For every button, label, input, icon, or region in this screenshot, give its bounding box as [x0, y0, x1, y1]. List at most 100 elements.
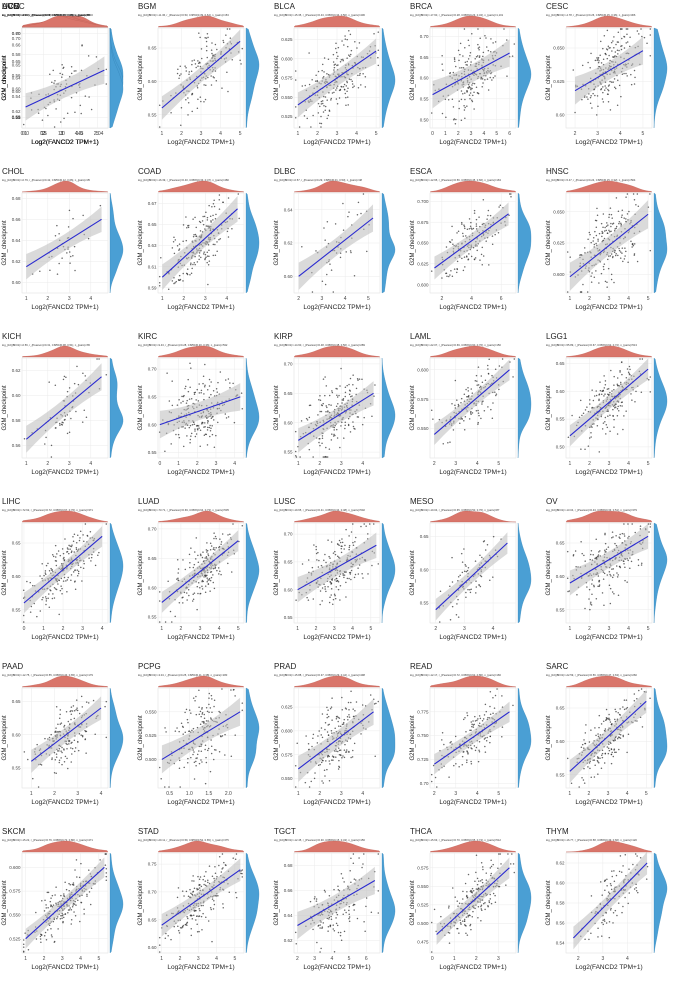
x-tick-label: 2: [588, 626, 591, 632]
data-point: [625, 28, 628, 30]
data-point: [602, 720, 605, 722]
data-point: [65, 376, 67, 379]
data-point: [204, 98, 207, 101]
data-point: [317, 102, 320, 105]
data-point: [197, 581, 200, 584]
data-point: [441, 63, 443, 65]
data-point: [441, 732, 444, 734]
x-tick-label: 1: [569, 626, 572, 632]
data-point: [48, 736, 51, 739]
data-point: [345, 596, 347, 598]
x-tick-label: 3: [333, 626, 336, 632]
data-point: [178, 398, 180, 401]
data-point: [348, 54, 350, 56]
data-point: [492, 576, 494, 578]
data-point: [173, 252, 176, 255]
x-tick-label: 5: [497, 791, 500, 797]
data-point: [66, 579, 69, 581]
data-point: [224, 413, 227, 415]
data-point: [311, 291, 314, 293]
data-point: [337, 716, 339, 719]
data-point: [294, 430, 297, 433]
data-point: [616, 49, 619, 52]
data-point: [589, 102, 592, 104]
data-point: [54, 544, 57, 547]
x-axis-label: Log2(FANCD2 TPM+1): [575, 139, 642, 146]
data-point: [617, 384, 619, 387]
data-point: [328, 394, 331, 397]
data-point: [195, 433, 198, 435]
x-axis-label: Log2(FANCD2 TPM+1): [167, 634, 234, 641]
y-tick-label: 0.60: [284, 274, 293, 279]
data-point: [203, 100, 205, 103]
x-tick-label: 4: [219, 131, 222, 137]
data-point: [591, 107, 593, 109]
data-point: [325, 590, 327, 593]
data-point: [459, 53, 461, 56]
y-tick-label: 0.600: [281, 56, 293, 61]
data-point: [203, 713, 205, 716]
data-point: [633, 69, 636, 72]
data-point: [430, 409, 433, 411]
data-point: [486, 364, 489, 367]
data-point: [588, 437, 591, 439]
data-point: [598, 282, 600, 284]
x-tick-label: 4: [351, 626, 354, 632]
data-point: [489, 690, 492, 693]
data-point: [454, 379, 457, 382]
data-point: [609, 230, 611, 233]
data-point: [566, 251, 569, 253]
data-point: [489, 214, 492, 217]
data-point: [199, 230, 202, 232]
data-point: [472, 94, 474, 97]
data-point: [80, 566, 82, 569]
panel-title: LGG1: [546, 332, 568, 341]
data-point: [188, 709, 191, 711]
data-point: [599, 757, 601, 759]
data-point: [340, 547, 343, 550]
data-point: [198, 61, 201, 63]
data-point: [477, 760, 480, 763]
data-point: [601, 232, 604, 234]
data-point: [464, 92, 466, 94]
data-point: [339, 256, 342, 259]
data-point: [613, 56, 616, 58]
data-point: [41, 598, 43, 601]
data-point: [60, 585, 62, 587]
data-point: [307, 743, 310, 745]
data-point: [338, 749, 341, 752]
data-point: [312, 733, 315, 736]
data-point: [227, 378, 230, 380]
data-point: [324, 109, 326, 112]
data-point: [468, 44, 470, 47]
data-point: [61, 746, 63, 749]
data-point: [208, 577, 211, 580]
data-point: [456, 603, 458, 605]
y-tick-label: 0.725: [417, 757, 429, 762]
data-point: [497, 231, 500, 234]
data-point: [214, 254, 217, 257]
data-point: [61, 751, 63, 754]
data-point: [54, 560, 57, 562]
data-point: [340, 85, 342, 88]
x-tick-label: 5: [367, 296, 370, 302]
data-point: [466, 761, 468, 764]
data-point: [610, 748, 613, 750]
data-point: [308, 52, 310, 54]
data-point: [334, 594, 336, 597]
data-point: [481, 223, 484, 225]
data-point: [371, 415, 373, 417]
data-point: [50, 733, 52, 736]
data-point: [345, 571, 347, 573]
data-point: [468, 418, 471, 420]
data-point: [469, 412, 472, 414]
data-point: [603, 268, 605, 271]
data-point: [68, 544, 70, 547]
y-tick-label: 0.575: [281, 752, 293, 757]
data-point: [620, 361, 623, 364]
data-point: [67, 548, 69, 550]
data-point: [207, 747, 210, 750]
data-point: [185, 216, 187, 218]
data-point: [201, 585, 203, 588]
data-point: [639, 358, 641, 360]
